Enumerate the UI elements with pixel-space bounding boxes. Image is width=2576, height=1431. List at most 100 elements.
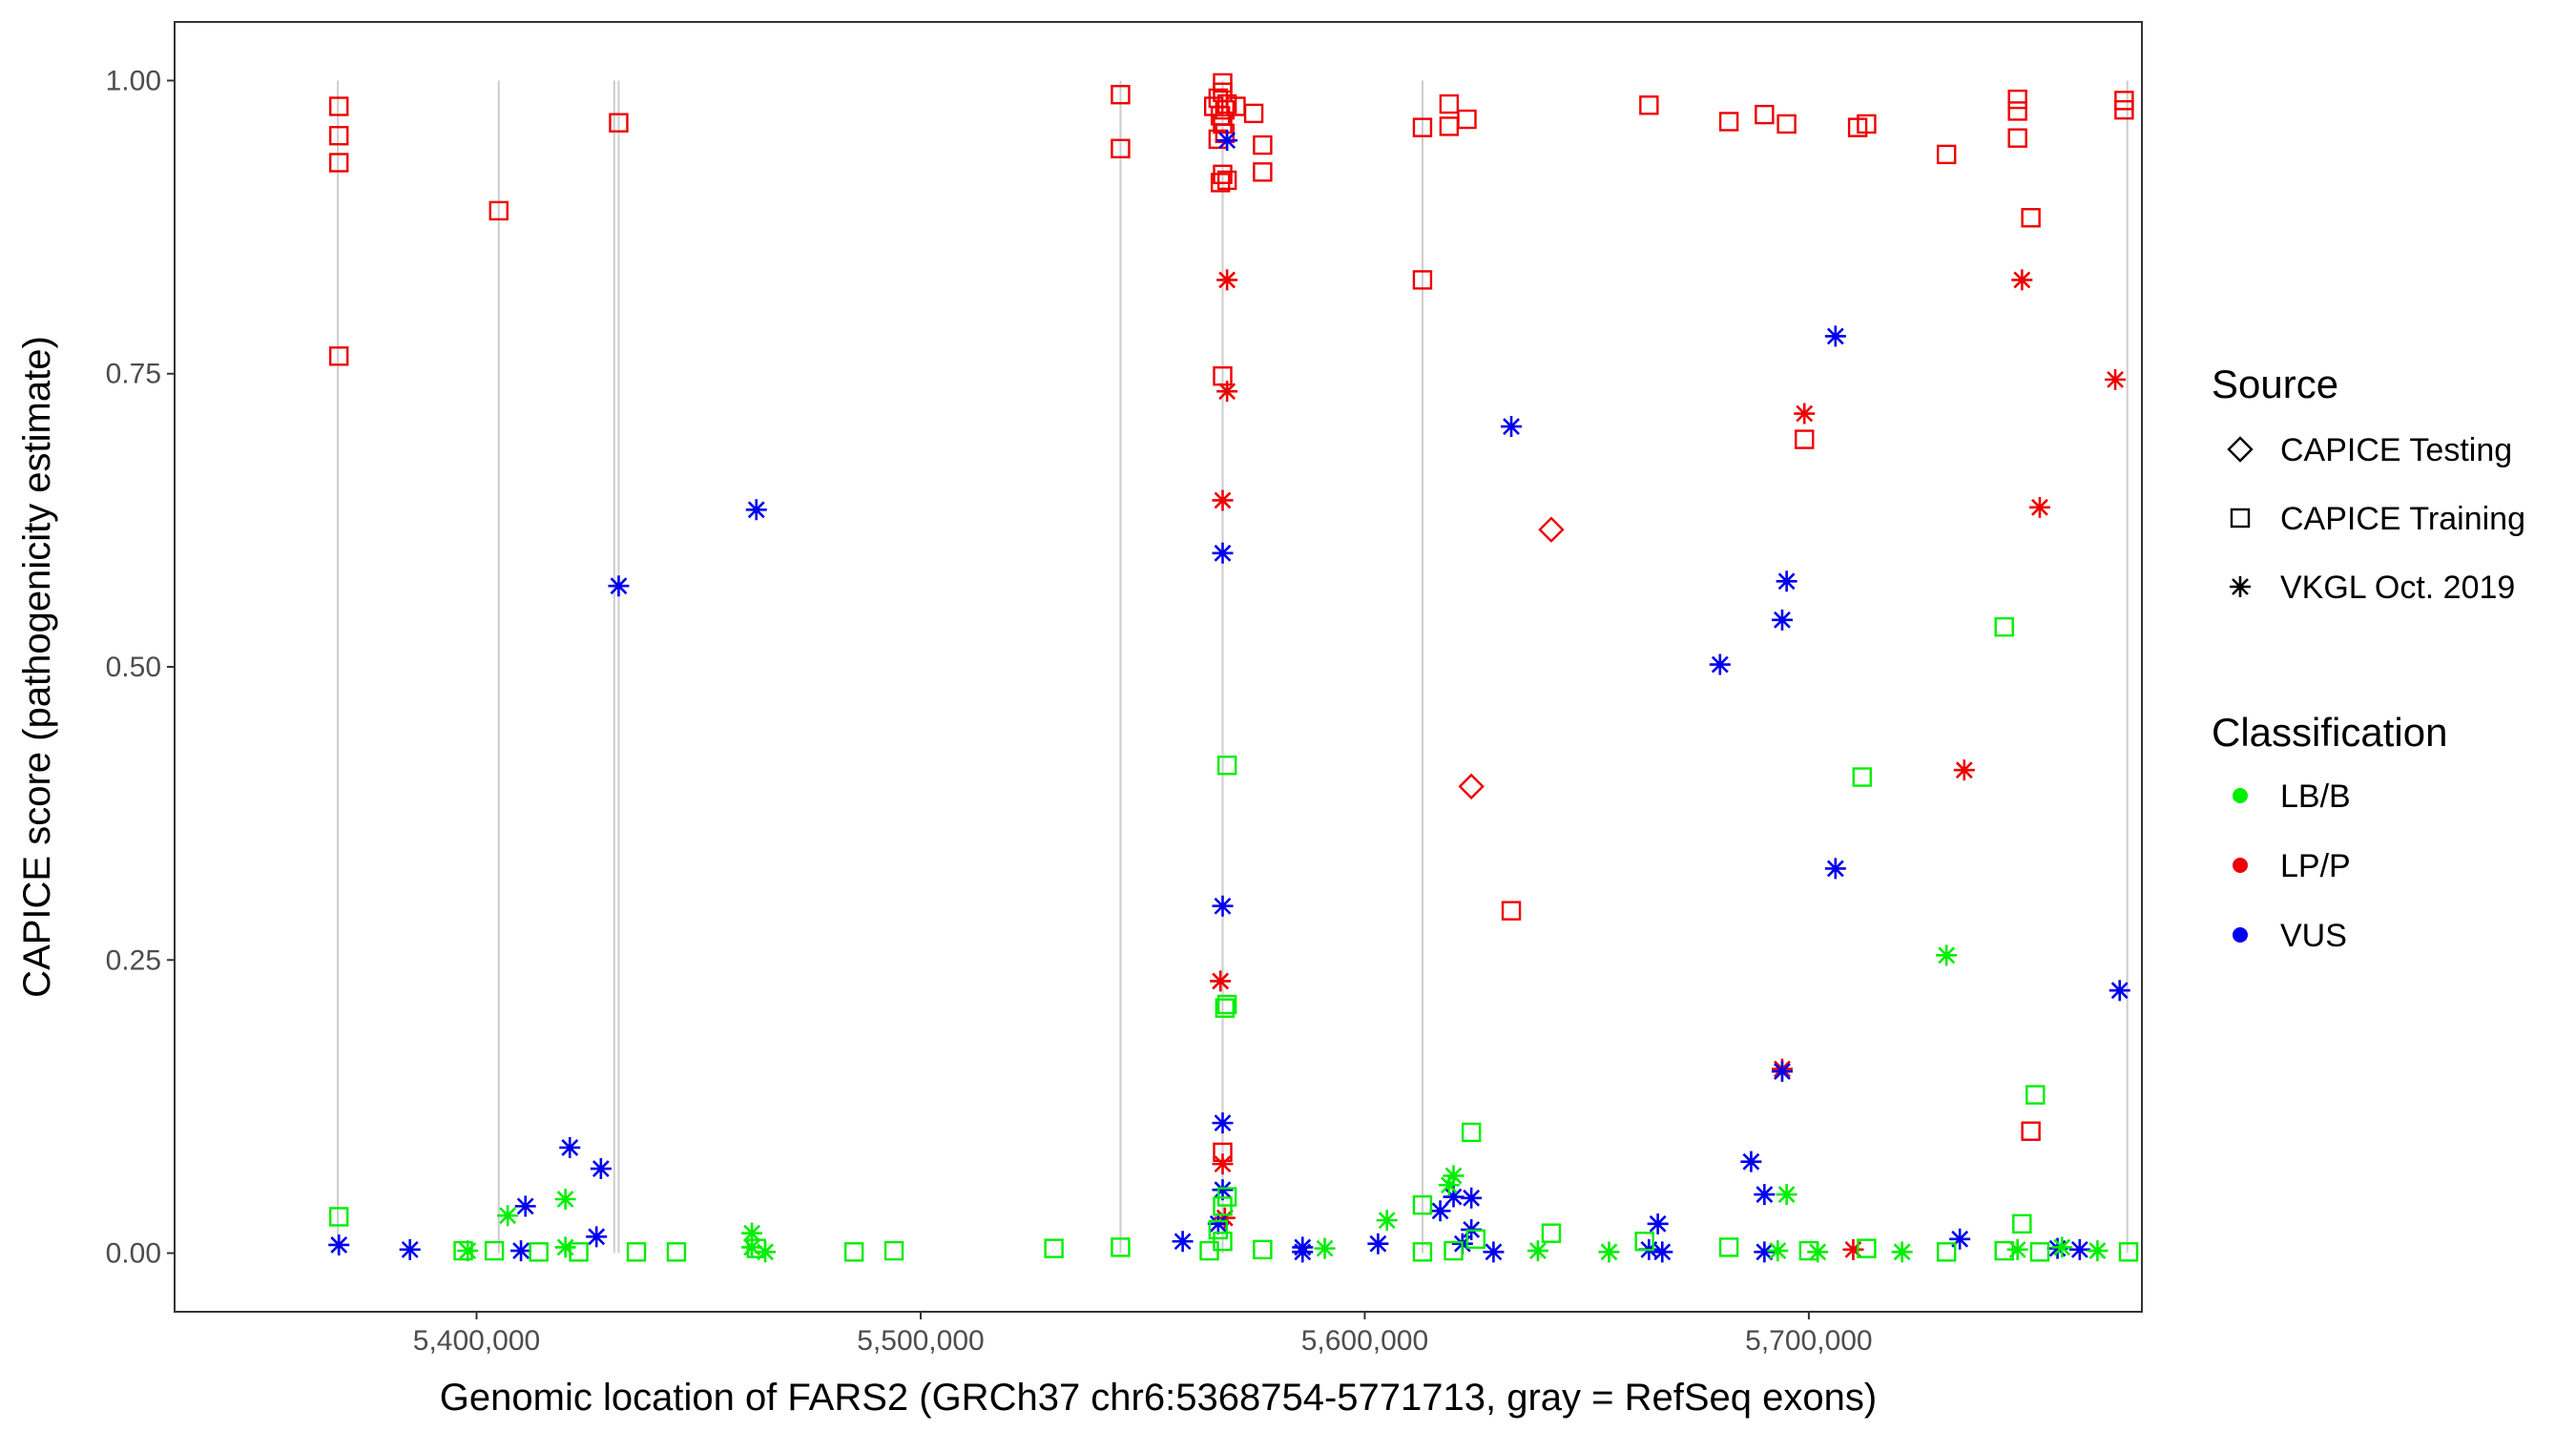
data-point xyxy=(1953,759,1975,781)
y-tick-label: 0.00 xyxy=(106,1238,161,1270)
data-point xyxy=(328,1234,350,1255)
data-point xyxy=(1465,1229,1486,1249)
data-point xyxy=(1483,1241,1505,1263)
y-axis: 0.00 0.25 0.50 0.75 1.00 xyxy=(106,65,175,1270)
data-point xyxy=(329,346,349,366)
exon-lines xyxy=(337,80,2129,1254)
y-tick-label: 0.50 xyxy=(106,652,161,683)
data-point xyxy=(1412,1194,1433,1215)
data-point xyxy=(1634,1232,1654,1252)
data-point xyxy=(554,1189,576,1211)
data-point xyxy=(1215,998,1236,1018)
legend-source-label: CAPICE Testing xyxy=(2280,432,2512,468)
legend-dot-icon xyxy=(2233,927,2248,943)
data-point xyxy=(1253,1239,1273,1260)
data-point xyxy=(1253,135,1273,156)
data-point xyxy=(1718,1237,1739,1257)
x-tick-label: 5,600,000 xyxy=(1301,1325,1428,1357)
data-point xyxy=(1857,114,1877,135)
data-point xyxy=(1857,1238,1877,1258)
data-point xyxy=(755,1241,777,1263)
data-points xyxy=(328,73,2139,1263)
data-point xyxy=(1852,767,1872,787)
data-point xyxy=(529,1242,549,1262)
data-point xyxy=(1501,901,1522,921)
x-axis: 5,400,000 5,500,000 5,600,000 5,700,000 xyxy=(413,1312,1873,1357)
data-point xyxy=(2021,1121,2041,1141)
data-point xyxy=(1994,617,2014,637)
data-point xyxy=(2007,101,2027,121)
data-point xyxy=(1443,1186,1465,1208)
data-point xyxy=(1598,1241,1620,1263)
data-point xyxy=(1461,1187,1483,1209)
data-point xyxy=(1771,609,1793,631)
data-point xyxy=(609,113,629,133)
data-point xyxy=(497,1205,519,1227)
legend-source-vkgl: VKGL Oct. 2019 xyxy=(2230,570,2515,606)
data-point xyxy=(1639,95,1659,115)
data-point xyxy=(1794,403,1816,425)
legend-source-title: Source xyxy=(2212,362,2338,406)
data-point xyxy=(2118,1242,2139,1262)
data-point xyxy=(883,1240,904,1261)
data-point xyxy=(2007,89,2027,110)
data-point xyxy=(1936,144,1957,165)
data-point xyxy=(1412,117,1433,137)
legend-source-label: CAPICE Training xyxy=(2280,501,2525,537)
data-point xyxy=(1044,1238,1064,1258)
data-point xyxy=(2114,99,2134,120)
data-point xyxy=(1767,1240,1789,1262)
data-point xyxy=(1776,114,1797,135)
x-axis-title: Genomic location of FARS2 (GRCh37 chr6:5… xyxy=(440,1377,1877,1419)
data-point xyxy=(1376,1210,1398,1232)
data-point xyxy=(329,153,349,173)
data-point xyxy=(1754,1184,1776,1206)
data-point xyxy=(1212,542,1234,564)
legend-asterisk-icon xyxy=(2230,576,2251,597)
legend-class-lp-p: LP/P xyxy=(2233,848,2351,884)
data-point xyxy=(1936,944,1958,966)
legend: Source CAPICE Testing CAPICE Training VKGL… xyxy=(2212,362,2525,954)
data-point xyxy=(1807,1241,1829,1263)
data-point xyxy=(457,1240,479,1262)
data-point xyxy=(1457,109,1477,130)
legend-diamond-icon xyxy=(2227,436,2254,463)
data-point xyxy=(1216,130,1238,152)
x-tick-label: 5,700,000 xyxy=(1745,1325,1872,1357)
data-point xyxy=(2109,980,2130,1002)
data-point xyxy=(741,1236,763,1258)
data-point xyxy=(1709,653,1731,675)
panel-background xyxy=(175,22,2142,1312)
data-point xyxy=(1367,1233,1389,1255)
data-point xyxy=(2011,269,2033,291)
data-point xyxy=(2029,1242,2050,1262)
data-point xyxy=(741,1222,763,1244)
data-point xyxy=(1740,1151,1762,1172)
data-point xyxy=(1213,365,1233,386)
legend-dot-icon xyxy=(2233,858,2248,873)
data-point xyxy=(1213,1196,1233,1216)
data-point xyxy=(626,1242,647,1262)
data-point xyxy=(1776,570,1797,592)
data-point xyxy=(608,575,630,597)
legend-class-label: LB/B xyxy=(2280,778,2351,815)
data-point xyxy=(1755,104,1775,125)
data-point xyxy=(2025,1085,2046,1105)
data-point xyxy=(1292,1241,1314,1263)
data-point xyxy=(1212,1112,1234,1134)
data-point xyxy=(1208,1219,1229,1240)
data-point xyxy=(1461,1122,1482,1143)
data-point xyxy=(2012,1213,2032,1234)
data-point xyxy=(484,1240,505,1261)
data-point xyxy=(1216,381,1238,403)
data-point xyxy=(554,1236,576,1258)
x-tick-label: 5,400,000 xyxy=(413,1325,540,1357)
data-point xyxy=(2007,128,2027,148)
data-point xyxy=(329,96,349,116)
data-point xyxy=(1795,429,1815,449)
data-point xyxy=(1538,516,1565,543)
data-point xyxy=(2051,1236,2073,1258)
data-point xyxy=(1412,1242,1433,1262)
data-point xyxy=(488,200,509,221)
data-point xyxy=(1429,1200,1451,1222)
